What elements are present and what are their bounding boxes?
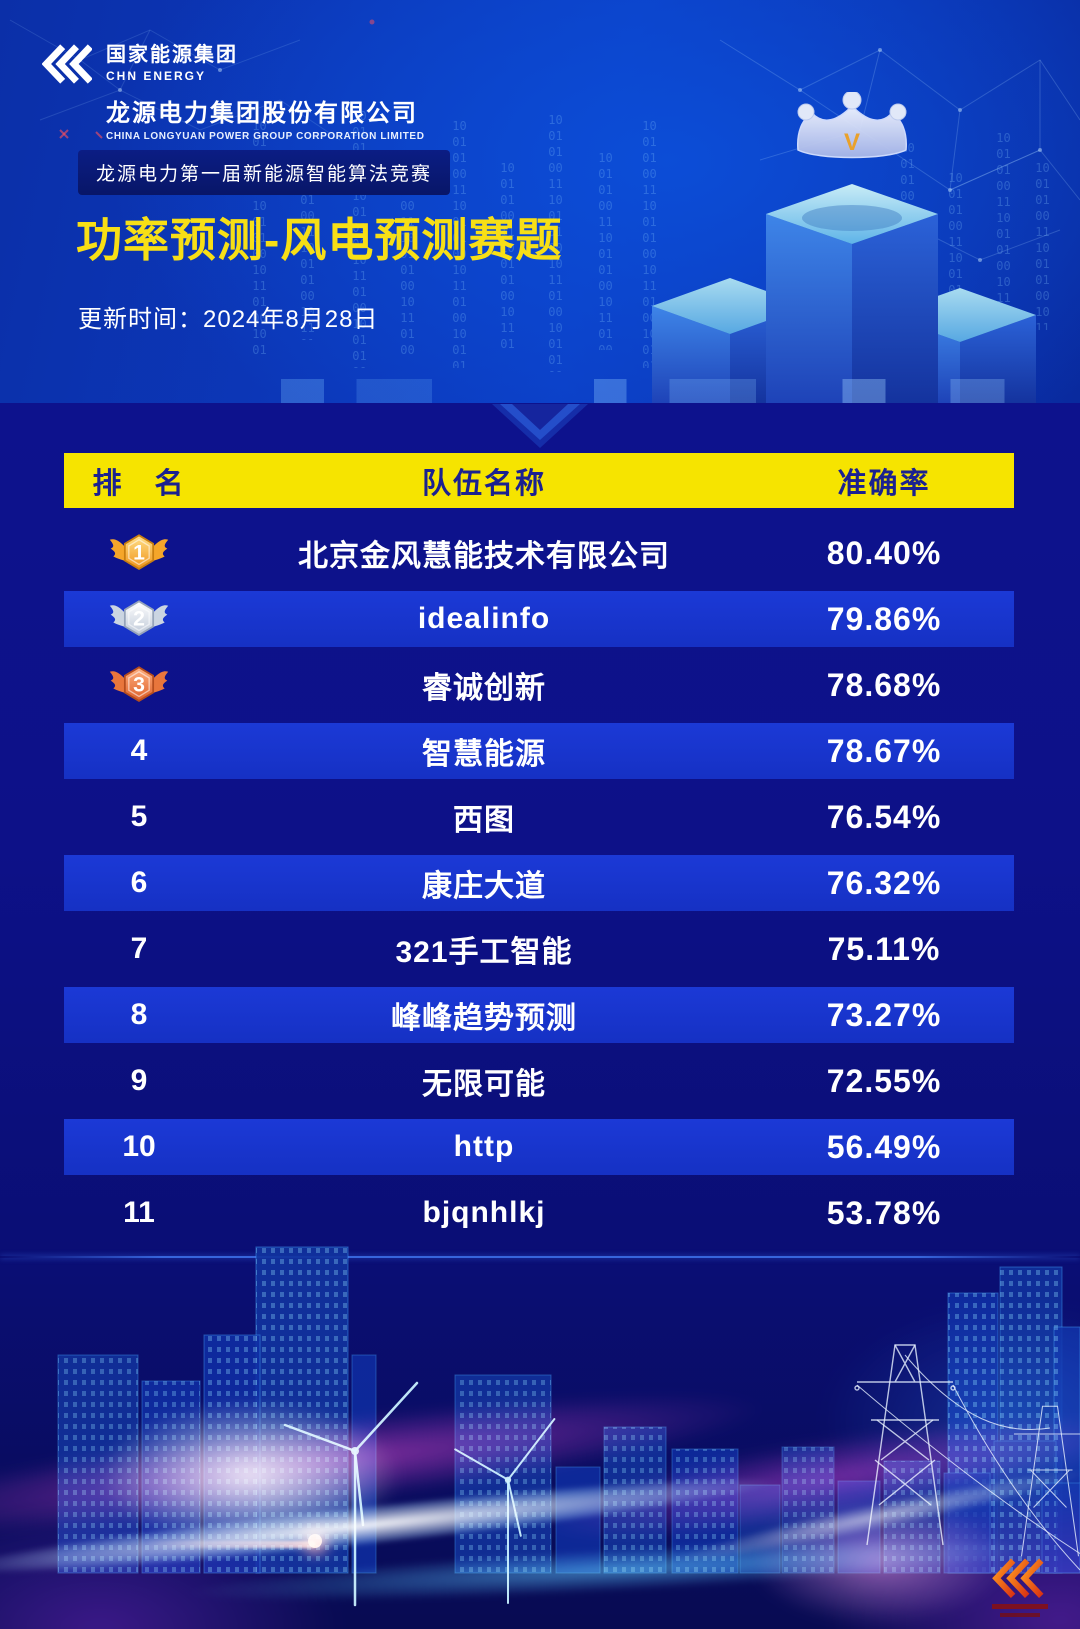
rank-medal-icon: 2 [109,600,169,636]
leaderboard-row: 8 峰峰趋势预测 73.27% [64,982,1014,1048]
crown-icon: V [797,92,907,159]
binary-rain-column: 1001010011100101001011010010010100111001… [548,113,563,372]
city-skyline-decoration [57,1246,1080,1607]
team-name: bjqnhlkj [422,1196,546,1229]
group-name-cn: 国家能源集团 [106,44,238,66]
rank-medal-icon: 1 [109,534,169,570]
competition-badge: 龙源电力第一届新能源智能算法竞赛 [78,150,451,195]
rank-number: 6 [130,866,148,899]
leaderboard-row: 10 http 56.49% [64,1114,1014,1180]
buildings [57,1246,1080,1574]
rank-medal-icon: 3 [109,666,169,702]
column-accuracy: 准确率 [837,467,931,500]
team-name: 峰峰趋势预测 [391,1002,577,1035]
rank-cell: 4 [64,734,214,768]
podium-center-pillar [766,184,938,403]
rank-cell: 1 [64,530,214,576]
down-triangle-divider [492,404,588,448]
rank-cell: 10 [64,1130,214,1164]
accuracy-value: 75.11% [827,930,941,967]
team-name: 睿诚创新 [422,672,546,705]
rank-cell: 9 [64,1064,214,1098]
team-name: idealinfo [417,602,551,635]
leaderboard-row: 1 北京金风慧能技术有限公司 80.40% [64,520,1014,586]
rank-cell: 3 [64,662,214,708]
accuracy-value: 56.49% [826,1128,942,1165]
accuracy-value: 79.86% [826,600,942,637]
binary-rain-column: 1001010011100101001011010010010100111001… [1035,161,1050,330]
hero-section: 1001010011100101001011010010010100111001… [0,0,1080,403]
rank-number: 4 [130,734,148,767]
rank-number: 5 [130,800,148,833]
svg-text:1: 1 [133,542,145,565]
accuracy-value: 78.68% [826,666,942,703]
rank-cell: 2 [64,596,214,642]
podium-illustration: V [652,92,1036,403]
accuracy-value: 76.32% [826,864,942,901]
leaderboard-row: 2 idealinfo 79.86% [64,586,1014,652]
team-name: 智慧能源 [422,738,546,771]
team-name: 无限可能 [422,1068,546,1101]
leaderboard-row: 5 西图 76.54% [64,784,1014,850]
binary-rain-column: 1001010011100101001011010010010100111001… [500,161,515,350]
rank-number: 11 [123,1196,155,1229]
binary-rain-column: 1001010011100101001011010010010100111001… [598,151,613,350]
leaderboard-rows: 1 北京金风慧能技术有限公司 80.40% 2 idealinfo 79.86% [64,508,1014,1246]
leaderboard-header-row: 排 名 队伍名称 准确率 [64,453,1014,508]
rank-cell: 11 [64,1196,214,1230]
binary-rain-column: 1001010011100101001011010010010100111001… [642,119,657,368]
svg-text:3: 3 [133,674,145,697]
rank-cell: 5 [64,800,214,834]
crown-v-mark: V [844,129,860,156]
accuracy-value: 78.67% [826,732,942,769]
rank-number: 7 [130,932,148,965]
page-title: 功率预测-风电预测赛题 [76,214,563,266]
team-name: http [453,1130,515,1163]
group-name-en: CHN ENERGY [106,69,207,83]
accuracy-value: 73.27% [826,996,942,1033]
accuracy-value: 53.78% [826,1194,942,1231]
hero-bottom-glow [0,379,1080,403]
column-team: 队伍名称 [421,467,546,500]
team-name: 西图 [453,804,515,837]
leaderboard-row: 3 睿诚创新 78.68% [64,652,1014,718]
chn-energy-logo-icon [42,44,92,84]
accuracy-value: 76.54% [826,798,942,835]
binary-rain-column: 1001010011100101001011010010010100111001… [252,119,267,357]
team-name: 321手工智能 [395,936,573,969]
accuracy-value: 72.55% [826,1062,942,1099]
rank-cell: 7 [64,932,214,966]
footer-logo-text-line [1000,1613,1040,1617]
binary-rain-column: 1001010011100101001011010010010100111001… [300,161,315,340]
binary-rain-column: 1001010011100101001011010010010100111001… [452,119,467,368]
column-rank: 排 名 [92,467,186,500]
rank-cell: 8 [64,998,214,1032]
leaderboard-row: 11 bjqnhlkj 53.78% [64,1180,1014,1246]
leaderboard-row: 9 无限可能 72.55% [64,1048,1014,1114]
svg-text:2: 2 [133,608,145,631]
footer-logo-text-line [992,1604,1048,1609]
leaderboard-row: 6 康庄大道 76.32% [64,850,1014,916]
company-name-cn: 龙源电力集团股份有限公司 [106,100,418,127]
rank-number: 10 [122,1130,156,1163]
section-divider-line [0,1256,1080,1258]
red-accent-marks [59,129,103,139]
brand-block: 国家能源集团 CHN ENERGY 龙源电力集团股份有限公司 CHINA LON… [42,38,425,142]
team-name: 康庄大道 [422,870,546,903]
update-time: 更新时间：2024年8月28日 [78,306,379,333]
accuracy-value: 80.40% [826,534,942,571]
rank-number: 8 [130,998,148,1031]
leaderboard-row: 4 智慧能源 78.67% [64,718,1014,784]
team-name: 北京金风慧能技术有限公司 [298,540,670,573]
chn-energy-footer-logo-icon [992,1558,1048,1617]
leaderboard-row: 7 321手工智能 75.11% [64,916,1014,982]
rank-cell: 6 [64,866,214,900]
rank-number: 9 [130,1064,148,1097]
company-name-en: CHINA LONGYUAN POWER GROUP CORPORATION L… [106,131,425,142]
